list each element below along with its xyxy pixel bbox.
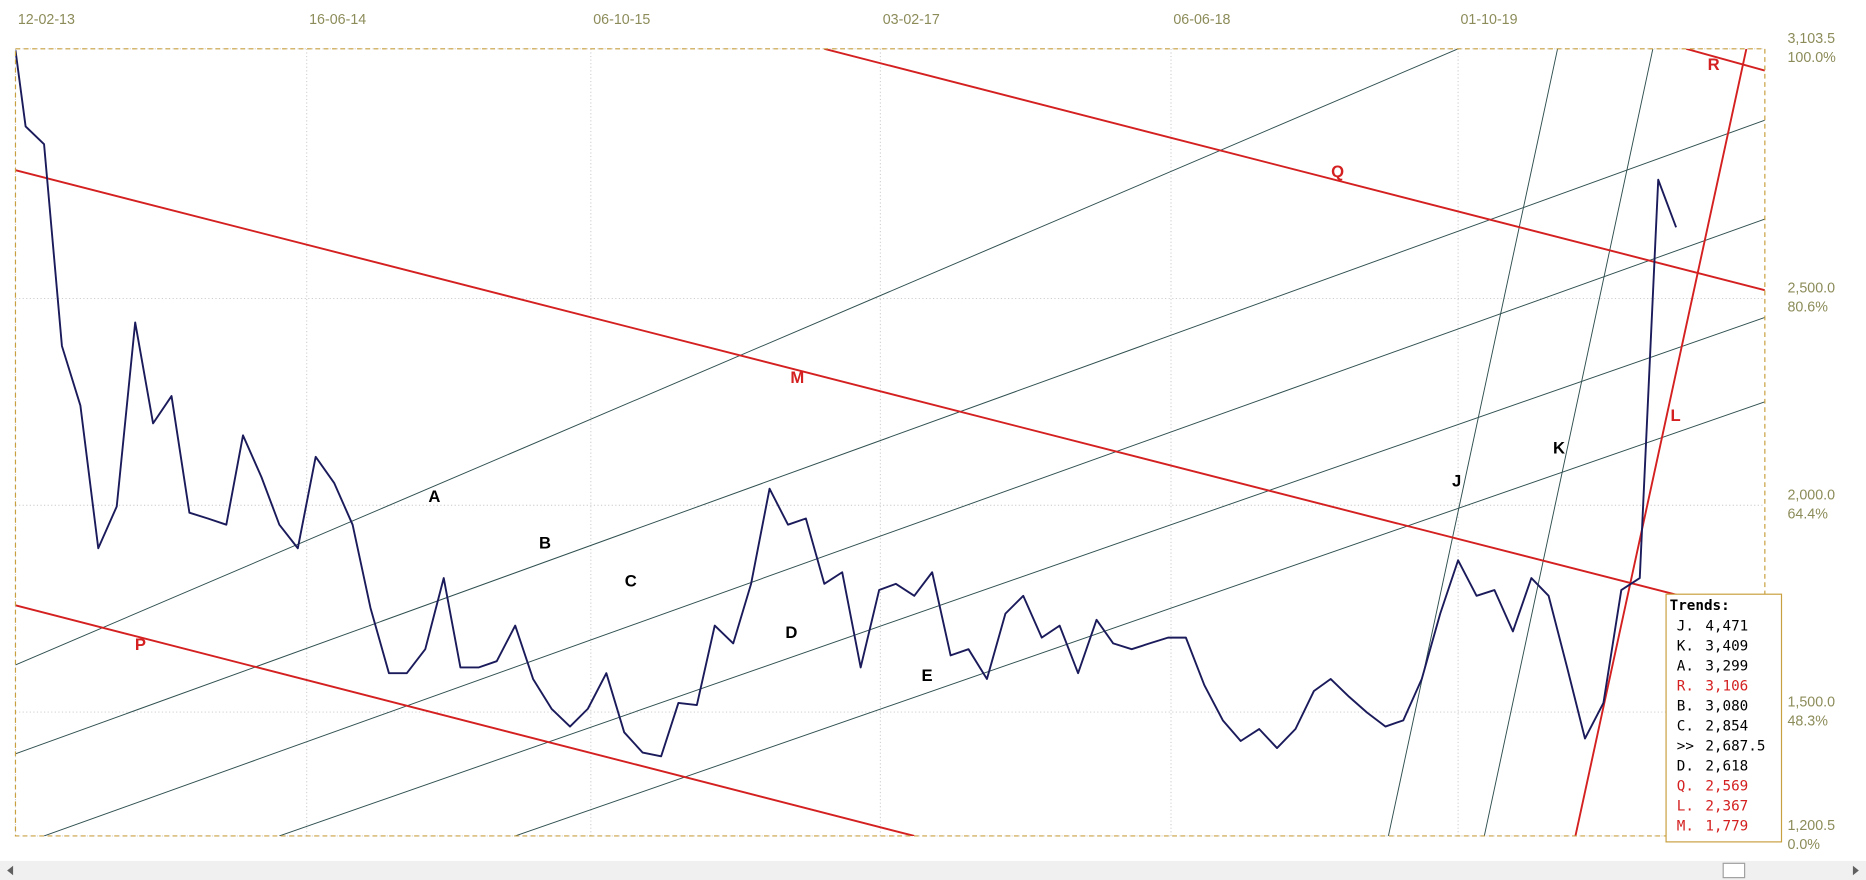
y-tick-label: 1,500.0 xyxy=(1787,694,1835,710)
trend-label: R xyxy=(1708,55,1720,74)
trend-item-value: 1,779 xyxy=(1705,818,1748,834)
trend-line xyxy=(279,317,1765,836)
scroll-left-arrow[interactable] xyxy=(7,865,14,876)
trend-line xyxy=(824,48,1765,292)
scroll-thumb[interactable] xyxy=(1722,862,1746,879)
trend-item-name: B. xyxy=(1677,698,1694,714)
trend-lines xyxy=(15,48,1765,836)
trend-label: A xyxy=(428,487,440,506)
trends-box: Trends: J. 4,471 K. 3,409 A. 3,299 R. 3,106 B. 3,0… xyxy=(1665,593,1783,843)
y-tick-label: 3,103.5 xyxy=(1787,31,1835,47)
x-tick-label: 06-10-15 xyxy=(593,12,650,28)
trend-line xyxy=(515,401,1765,836)
trend-label: C xyxy=(625,572,637,591)
price xyxy=(15,50,1677,758)
trend-item-value: 4,471 xyxy=(1705,618,1748,634)
trend-line xyxy=(43,218,1765,836)
trend-item-name: D. xyxy=(1677,758,1694,774)
trend-item-value: 3,080 xyxy=(1705,698,1748,714)
trend-item-value: 2,618 xyxy=(1705,758,1748,774)
x-tick-label: 06-06-18 xyxy=(1173,12,1230,28)
trend-item-name: L. xyxy=(1677,798,1694,814)
trend-item-value: 3,299 xyxy=(1705,658,1748,674)
trend-line xyxy=(15,604,915,836)
price-line xyxy=(15,50,1677,758)
x-tick-label: 16-06-14 xyxy=(309,12,366,28)
y-tick-label: 1,200.5 xyxy=(1787,818,1835,834)
trend-line xyxy=(1387,48,1559,836)
trend-label: P xyxy=(135,635,146,654)
y-tick-label: 2,000.0 xyxy=(1787,487,1835,503)
trend-line xyxy=(1574,48,1748,836)
trend-label: M xyxy=(790,368,804,387)
y-tick-label: 2,500.0 xyxy=(1787,281,1835,297)
x-tick-label: 12-02-13 xyxy=(18,12,75,28)
scrollbar[interactable] xyxy=(0,860,1866,880)
trend-line xyxy=(1483,48,1654,836)
scroll-track[interactable] xyxy=(0,860,1866,880)
trend-item-value: 2,854 xyxy=(1705,718,1748,734)
scroll-right-arrow[interactable] xyxy=(1852,865,1859,876)
trend-label: E xyxy=(921,666,932,685)
trends-box-title: Trends: xyxy=(1670,598,1730,614)
trend-item-name: R. xyxy=(1677,678,1694,694)
trend-item-value: 2,367 xyxy=(1705,798,1748,814)
trend-item-name: K. xyxy=(1677,638,1694,654)
trend-label: J xyxy=(1452,472,1461,491)
y-percent-label: 64.4% xyxy=(1787,507,1828,523)
trend-line xyxy=(15,119,1765,755)
trend-item-name: Q. xyxy=(1677,778,1694,794)
labels: 12-02-13 16-06-14 06-10-15 03-02-17 06-06-18… xyxy=(18,12,1836,853)
y-percent-label: 100.0% xyxy=(1787,50,1836,66)
trend-item-value: 3,409 xyxy=(1705,638,1748,654)
trend-item-name: A. xyxy=(1677,658,1694,674)
trend-label: D xyxy=(785,623,797,642)
trend-label: K xyxy=(1553,438,1565,457)
trend-item-name: J. xyxy=(1677,618,1694,634)
trend-item-name: >> xyxy=(1677,738,1694,754)
y-percent-label: 48.3% xyxy=(1787,713,1828,729)
trend-line xyxy=(15,169,1765,619)
trends-box-frame xyxy=(1665,593,1783,843)
trend-item-name: M. xyxy=(1677,818,1694,834)
trend-item-value: 3,106 xyxy=(1705,678,1748,694)
trend-item-value: 2,569 xyxy=(1705,778,1748,794)
x-tick-label: 01-10-19 xyxy=(1460,12,1517,28)
trend-line xyxy=(15,48,1459,666)
trend-label: L xyxy=(1670,406,1680,425)
x-tick-label: 03-02-17 xyxy=(883,12,940,28)
trend-label: B xyxy=(539,534,551,553)
y-percent-label: 80.6% xyxy=(1787,300,1828,316)
trend-label: Q xyxy=(1331,162,1344,181)
trend-item-name: C. xyxy=(1677,718,1694,734)
trend-item-value: 2,687.5 xyxy=(1705,738,1765,754)
trend-line xyxy=(1685,48,1765,72)
plot-border xyxy=(14,48,1766,837)
y-percent-label: 0.0% xyxy=(1787,837,1820,853)
